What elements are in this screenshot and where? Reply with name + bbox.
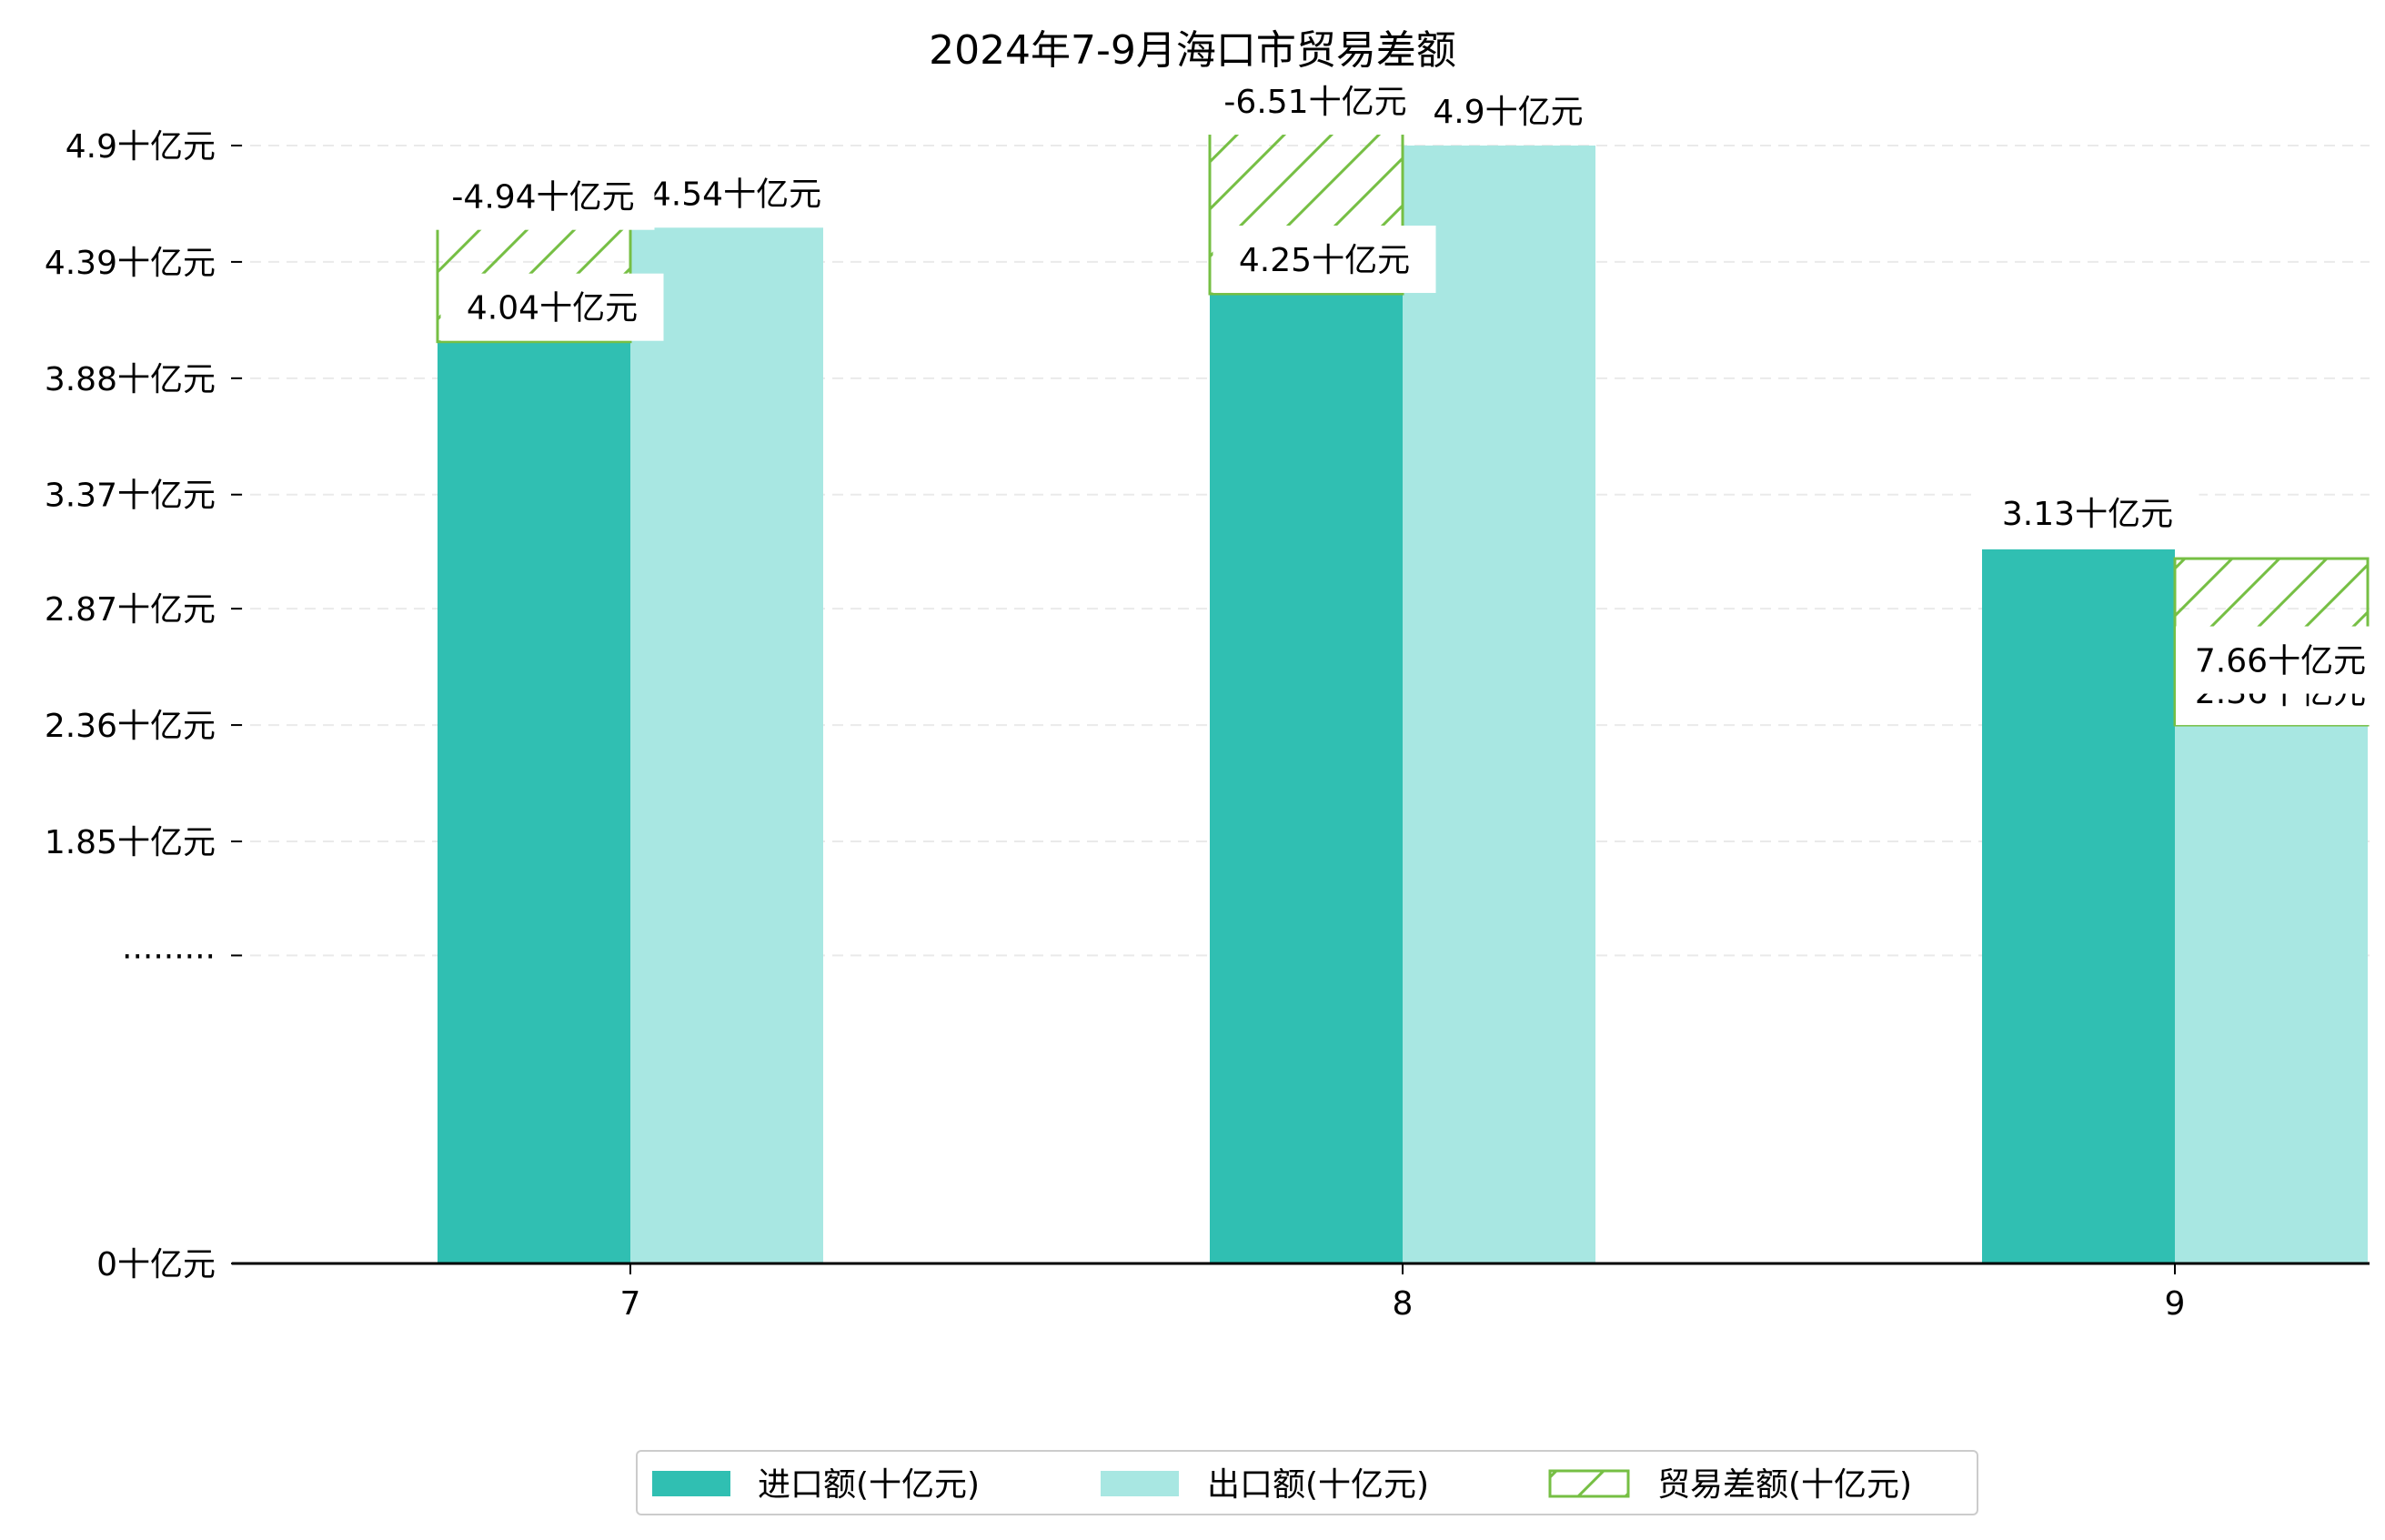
data-label-bg [645, 159, 827, 227]
data-label: 7.66十亿元 [2195, 643, 2366, 680]
y-tick-label: 3.37十亿元 [45, 478, 216, 515]
x-tick-label: 7 [620, 1285, 641, 1323]
x-tick-label: 9 [2165, 1285, 2186, 1323]
bar-import [1210, 294, 1403, 1263]
y-tick-label: 1.85十亿元 [45, 824, 216, 861]
y-tick-label: ········· [122, 938, 216, 975]
data-label: 3.13十亿元 [2002, 496, 2173, 533]
bar-import [438, 341, 630, 1263]
data-label: 4.25十亿元 [1239, 242, 1410, 279]
bar-export [2175, 725, 2368, 1263]
bar-export [1403, 146, 1595, 1263]
legend-import-label: 进口额(十亿元) [758, 1466, 980, 1504]
data-label-bg [2176, 626, 2385, 694]
bar-import [1982, 549, 2175, 1263]
x-tick-label: 8 [1393, 1285, 1414, 1323]
y-tick-label: 4.9十亿元 [65, 128, 216, 166]
y-tick-label: 3.88十亿元 [45, 361, 216, 398]
y-tick-label: 4.39十亿元 [45, 245, 216, 282]
legend-import-swatch [652, 1471, 730, 1496]
chart-title: 2024年7-9月海口市贸易差额 [929, 27, 1456, 74]
data-label: 4.04十亿元 [467, 290, 638, 327]
data-label-bg [1976, 478, 2199, 547]
bar-export [630, 227, 823, 1263]
data-label-bg [1213, 226, 1436, 294]
data-label-bg [1417, 77, 1599, 145]
data-label-bg [1203, 67, 1427, 136]
legend-export-label: 出口额(十亿元) [1207, 1466, 1429, 1504]
y-tick-label: 2.87十亿元 [45, 591, 216, 629]
legend [636, 1450, 1978, 1515]
data-label: -4.94十亿元 [451, 179, 634, 216]
data-label-bg [440, 273, 664, 341]
data-label: -6.51十亿元 [1223, 84, 1406, 121]
y-tick-label: 2.36十亿元 [45, 708, 216, 745]
legend-export-swatch [1101, 1471, 1179, 1496]
data-label-bg [431, 162, 655, 230]
y-tick-label: 0十亿元 [96, 1246, 216, 1283]
data-label: 4.9十亿元 [1433, 94, 1583, 131]
legend-trade-balance-swatch [1548, 1469, 1630, 1498]
legend-trade-balance-label: 贸易差额(十亿元) [1657, 1466, 1912, 1504]
data-label: 4.54十亿元 [650, 176, 821, 213]
